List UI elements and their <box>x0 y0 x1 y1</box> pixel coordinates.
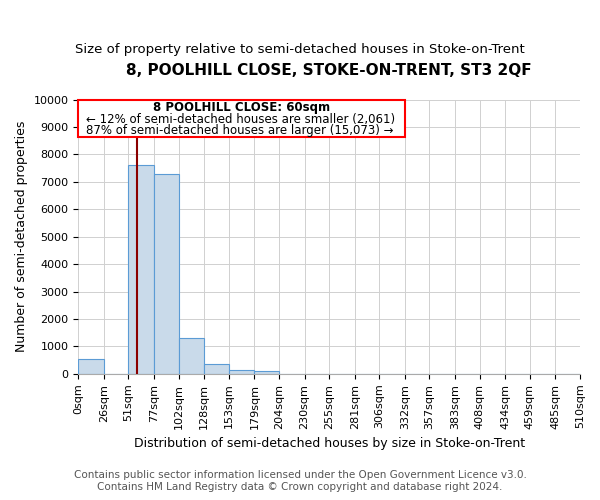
Title: 8, POOLHILL CLOSE, STOKE-ON-TRENT, ST3 2QF: 8, POOLHILL CLOSE, STOKE-ON-TRENT, ST3 2… <box>127 62 532 78</box>
Bar <box>179 338 204 374</box>
Bar <box>128 166 154 374</box>
Text: Size of property relative to semi-detached houses in Stoke-on-Trent: Size of property relative to semi-detach… <box>75 42 525 56</box>
FancyBboxPatch shape <box>78 100 405 136</box>
Bar <box>254 371 279 374</box>
Text: Contains HM Land Registry data © Crown copyright and database right 2024.: Contains HM Land Registry data © Crown c… <box>97 482 503 492</box>
Bar <box>154 174 179 374</box>
Bar <box>229 370 254 374</box>
Y-axis label: Number of semi-detached properties: Number of semi-detached properties <box>15 121 28 352</box>
Text: 87% of semi-detached houses are larger (15,073) →: 87% of semi-detached houses are larger (… <box>86 124 394 138</box>
Bar <box>204 364 229 374</box>
X-axis label: Distribution of semi-detached houses by size in Stoke-on-Trent: Distribution of semi-detached houses by … <box>134 437 525 450</box>
Bar <box>78 359 104 374</box>
Text: ← 12% of semi-detached houses are smaller (2,061): ← 12% of semi-detached houses are smalle… <box>86 112 395 126</box>
Text: 8 POOLHILL CLOSE: 60sqm: 8 POOLHILL CLOSE: 60sqm <box>153 101 330 114</box>
Text: Contains public sector information licensed under the Open Government Licence v3: Contains public sector information licen… <box>74 470 526 480</box>
